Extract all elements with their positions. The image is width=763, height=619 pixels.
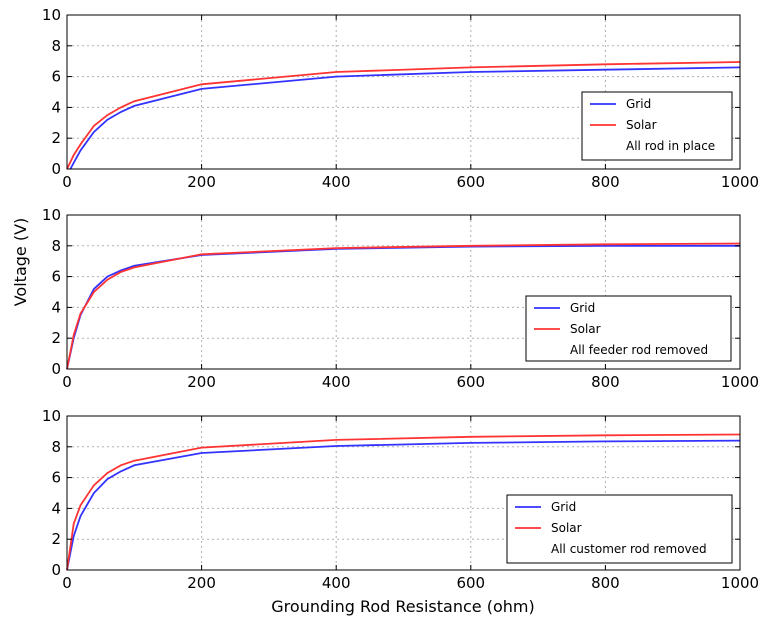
x-tick-label: 400: [322, 173, 351, 191]
plot-frame: [66, 14, 741, 170]
legend: Grid Solar All feeder rod removed: [525, 295, 732, 362]
y-tick-label: 4: [51, 298, 61, 316]
x-tick-label: 0: [62, 574, 72, 592]
legend-label-solar: Solar: [570, 322, 601, 336]
x-tick-label: 200: [187, 373, 216, 391]
x-axis-label: Grounding Rod Resistance (ohm): [271, 597, 534, 616]
y-tick-label: 4: [51, 98, 61, 116]
plot-frame: [66, 214, 741, 370]
series-line-grid: [69, 66, 741, 170]
x-tick-label: 600: [456, 574, 485, 592]
y-tick-label: 8: [51, 37, 61, 55]
legend-label-grid: Grid: [551, 500, 576, 514]
y-tick-label: 8: [51, 237, 61, 255]
series-line-grid: [66, 439, 741, 571]
y-tick-label: 0: [51, 561, 61, 579]
legend-box: [506, 494, 733, 564]
x-tick-label: 800: [591, 574, 620, 592]
subplot-2: 0 200 400 600 800 1000 0 2 4 6 8 10 Grid Solar All fee…: [42, 206, 759, 391]
x-tick-label: 1000: [721, 574, 759, 592]
x-tick-label: 200: [187, 173, 216, 191]
legend-label-grid: Grid: [570, 301, 595, 315]
legend-note: All customer rod removed: [551, 542, 707, 556]
subplot-1: 0 200 400 600 800 1000 0 2 4 6 8 10 Grid Solar All rod…: [42, 6, 759, 191]
y-tick-label: 10: [42, 206, 61, 224]
legend-note: All feeder rod removed: [570, 343, 708, 357]
y-axis-label: Voltage (V): [11, 218, 30, 307]
x-tick-label: 400: [322, 373, 351, 391]
y-tick-label: 2: [51, 530, 61, 548]
legend-label-solar: Solar: [626, 118, 657, 132]
x-tick-label: 400: [322, 574, 351, 592]
legend-label-grid: Grid: [626, 97, 651, 111]
y-tick-label: 6: [51, 68, 61, 86]
x-tick-label: 600: [456, 373, 485, 391]
subplot-3: 0 200 400 600 800 1000 0 2 4 6 8 10 Grid Solar All cus…: [42, 407, 759, 592]
y-tick-label: 4: [51, 499, 61, 517]
x-tick-label: 0: [62, 373, 72, 391]
x-tick-label: 200: [187, 574, 216, 592]
plot-frame: [66, 415, 741, 571]
x-tick-label: 0: [62, 173, 72, 191]
y-tick-label: 2: [51, 129, 61, 147]
legend-note: All rod in place: [626, 139, 715, 153]
x-tick-label: 800: [591, 373, 620, 391]
series-line-solar: [66, 242, 741, 370]
y-tick-label: 6: [51, 469, 61, 487]
y-tick-label: 10: [42, 6, 61, 24]
x-tick-label: 1000: [721, 373, 759, 391]
x-tick-label: 800: [591, 173, 620, 191]
y-tick-label: 8: [51, 438, 61, 456]
series-line-solar: [66, 433, 741, 571]
y-tick-label: 6: [51, 268, 61, 286]
y-tick-label: 2: [51, 329, 61, 347]
legend-label-solar: Solar: [551, 521, 582, 535]
x-tick-label: 600: [456, 173, 485, 191]
legend: Grid Solar All rod in place: [581, 91, 733, 161]
y-tick-label: 0: [51, 360, 61, 378]
x-tick-label: 1000: [721, 173, 759, 191]
y-tick-label: 10: [42, 407, 61, 425]
y-tick-label: 0: [51, 160, 61, 178]
series-line-solar: [66, 61, 741, 170]
legend-box: [525, 295, 732, 362]
legend: Grid Solar All customer rod removed: [506, 494, 733, 564]
